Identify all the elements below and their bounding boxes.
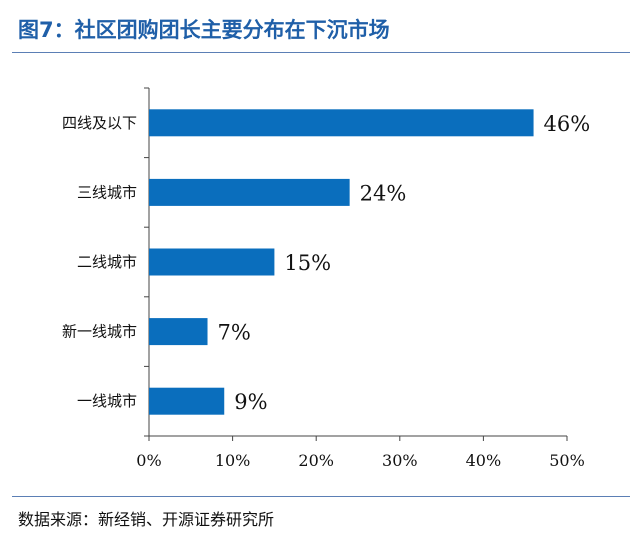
- bar: [149, 109, 534, 137]
- category-label: 一线城市: [77, 392, 137, 410]
- x-tick-label: 20%: [298, 451, 334, 470]
- value-label: 24%: [360, 181, 407, 205]
- bar: [149, 178, 350, 206]
- chart-title: 图7：社区团购团长主要分布在下沉市场: [18, 18, 390, 42]
- bar: [149, 387, 225, 415]
- bar: [149, 318, 208, 346]
- value-label: 15%: [284, 251, 331, 275]
- x-tick-label: 10%: [215, 451, 251, 470]
- category-label: 三线城市: [77, 183, 137, 201]
- x-tick-label: 0%: [136, 451, 161, 470]
- category-label: 四线及以下: [62, 114, 137, 132]
- title-divider: [12, 52, 630, 53]
- x-tick-label: 50%: [549, 451, 585, 470]
- x-tick-label: 40%: [466, 451, 502, 470]
- category-label: 新一线城市: [62, 323, 137, 341]
- source-note: 数据来源：新经销、开源证券研究所: [18, 510, 275, 529]
- category-label: 二线城市: [77, 253, 137, 271]
- value-label: 7%: [218, 321, 251, 345]
- x-tick-label: 30%: [382, 451, 418, 470]
- bar: [149, 248, 275, 276]
- source-divider: [12, 496, 630, 497]
- value-label: 46%: [544, 112, 591, 136]
- value-label: 9%: [234, 390, 267, 414]
